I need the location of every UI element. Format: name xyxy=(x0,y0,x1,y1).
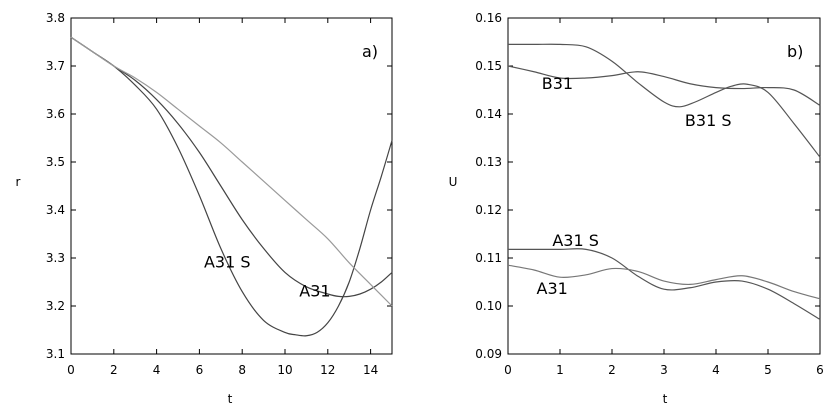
panel-a-xtick-label: 6 xyxy=(196,363,204,377)
panel-a-xtick-label: 2 xyxy=(110,363,118,377)
panel-b-label: b) xyxy=(787,42,803,61)
panel-a-ytick-label: 3.2 xyxy=(46,299,65,313)
panel-b-ytick-label: 0.13 xyxy=(475,155,502,169)
panel-a-ytick-label: 3.1 xyxy=(46,347,65,361)
panel-b-chart: b) t U 0 1 2 3 4 5 6 0.09 0.10 0.11 0.12 0.13 0.14 0.… xyxy=(449,11,824,406)
panel-b-annotation: A31 S xyxy=(552,231,599,250)
panel-a-xtick-label: 10 xyxy=(277,363,292,377)
panel-b-series-line-2 xyxy=(508,248,821,320)
panel-b-xtick-label: 4 xyxy=(712,363,720,377)
panel-b-ytick-label: 0.09 xyxy=(475,347,502,361)
panel-b-xtick-label: 0 xyxy=(504,363,512,377)
panel-b-ytick-label: 0.15 xyxy=(475,59,502,73)
panel-a-xlabel: t xyxy=(228,392,233,406)
panel-a-xtick-label: 0 xyxy=(67,363,75,377)
panel-a-annotation: A31 S xyxy=(204,253,251,272)
panel-a-xtick-label: 8 xyxy=(238,363,246,377)
panel-b-ylabel: U xyxy=(449,175,458,189)
panel-b-ytick-label: 0.10 xyxy=(475,299,502,313)
panel-a-ytick-label: 3.4 xyxy=(46,203,65,217)
panel-a-ytick-label: 3.3 xyxy=(46,251,65,265)
panel-b-ytick-label: 0.14 xyxy=(475,107,502,121)
panel-a-xtick-label: 12 xyxy=(320,363,335,377)
panel-a-xtick-label: 4 xyxy=(153,363,161,377)
panel-a-ytick-label: 3.8 xyxy=(46,11,65,25)
panel-b-xtick-label: 2 xyxy=(608,363,616,377)
panel-b-ytick-label: 0.16 xyxy=(475,11,502,25)
panel-a-series-line-1 xyxy=(70,36,393,298)
panel-a-series-line-2 xyxy=(70,36,393,307)
panel-b-xlabel: t xyxy=(663,392,668,406)
panel-a-ytick-label: 3.7 xyxy=(46,59,65,73)
panel-a-ytick-label: 3.6 xyxy=(46,107,65,121)
panel-b-ytick-label: 0.12 xyxy=(475,203,502,217)
panel-b-xtick-label: 5 xyxy=(764,363,772,377)
panel-a-frame xyxy=(70,17,393,355)
panel-b-series-line-0 xyxy=(507,43,821,158)
panel-b-annotation: A31 xyxy=(537,279,568,298)
panel-a-ylabel: r xyxy=(16,175,21,189)
panel-b-series-line-1 xyxy=(507,65,821,106)
panel-b-annotation: B31 xyxy=(542,74,573,93)
panel-a-label: a) xyxy=(362,42,378,61)
panel-a-chart: a) t r 0 2 4 6 8 10 12 14 3.1 3.2 3.3 3.4 3.5 3.6 3.7 3… xyxy=(16,11,393,406)
panel-b-annotation: B31 S xyxy=(685,111,732,130)
panel-b-xtick-label: 6 xyxy=(816,363,824,377)
panel-b-ytick-label: 0.11 xyxy=(475,251,502,265)
panel-b-frame xyxy=(507,17,821,355)
panel-a-annotation: A31 xyxy=(299,281,330,300)
panel-a-series-line-0 xyxy=(70,36,393,337)
panel-b-series-line-3 xyxy=(507,264,821,300)
panel-a-xtick-label: 14 xyxy=(363,363,378,377)
panel-b-xtick-label: 1 xyxy=(556,363,564,377)
panel-a-ytick-label: 3.5 xyxy=(46,155,65,169)
panel-b-xtick-label: 3 xyxy=(660,363,668,377)
